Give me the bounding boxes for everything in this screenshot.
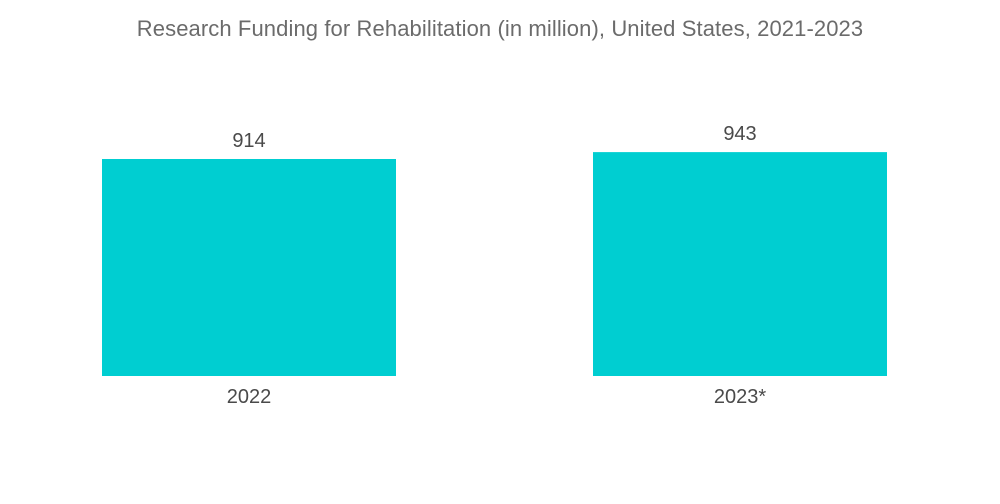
bar-2022 [102,159,396,376]
bar-2023* [593,152,887,376]
chart-title: Research Funding for Rehabilitation (in … [136,16,864,41]
category-label-2023*: 2023* [714,386,766,408]
category-label-2022: 2022 [227,386,272,408]
data-label-2023*: 943 [723,123,756,145]
bars-layer [102,152,887,376]
data-label-2022: 914 [232,130,265,152]
labels-layer: 914 2022 943 2023* [227,123,767,408]
